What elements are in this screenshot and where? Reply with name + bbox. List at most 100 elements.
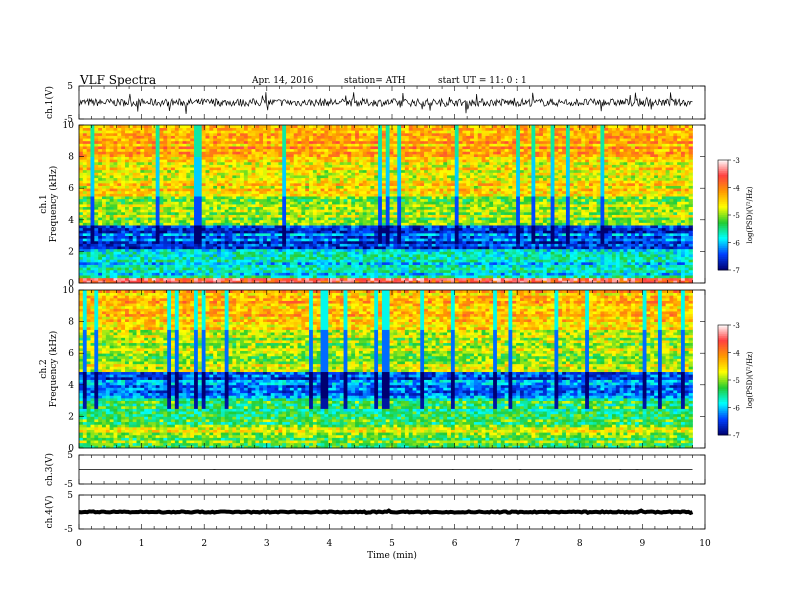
spectrogram-cell [381, 243, 387, 247]
spectrogram-cell [358, 235, 364, 239]
spectrogram-cell [424, 243, 429, 247]
spectrogram-cell [542, 238, 548, 242]
spectrogram-cell [420, 230, 425, 234]
spectrogram-cell [680, 204, 686, 208]
spectrogram-cell [535, 222, 540, 226]
spectrogram-cell [546, 211, 552, 215]
spectrogram-cell [247, 225, 252, 229]
spectrogram-cell [527, 217, 532, 221]
spectrogram-cell [389, 256, 394, 260]
spectrogram-cell [550, 251, 555, 255]
spectrogram-cell [493, 219, 498, 223]
spectrogram-cell [585, 217, 590, 221]
spectrogram-cell [381, 251, 387, 255]
spectrogram-cell [228, 206, 233, 210]
spectrogram-cell [278, 227, 283, 231]
spectrogram-cell [263, 267, 268, 271]
spectrogram-cell [531, 256, 536, 260]
spectrogram-cell [301, 261, 306, 265]
spectrogram-cell [431, 206, 436, 210]
spectrogram-cell [600, 264, 605, 268]
spectrogram-cell [611, 240, 617, 244]
spectrogram-cell [435, 232, 440, 236]
spectrogram-cell [125, 259, 130, 263]
spectrogram-cell [282, 204, 287, 208]
spectrogram-cell [159, 227, 164, 231]
spectrogram-cell [523, 204, 528, 208]
spectrogram-cell [562, 211, 567, 215]
spectrogram-cell [98, 275, 103, 279]
spectrogram-cell [466, 243, 471, 247]
spectrogram-cell [554, 243, 559, 247]
spectrogram-cell [186, 280, 191, 284]
spectrogram-cell [516, 238, 521, 242]
spectrogram-cell [562, 227, 567, 231]
spectrogram-cell [631, 206, 636, 210]
spectrogram-cell [661, 277, 667, 281]
spectrogram-cell [263, 217, 268, 221]
spectrogram-cell [140, 243, 145, 247]
spectrogram-cell [121, 201, 126, 205]
spectrogram-cell [585, 259, 590, 263]
spectrogram-cell [431, 272, 436, 276]
spectrogram-cell [98, 272, 103, 276]
spectrogram-cell [259, 275, 264, 279]
spectrogram-cell [665, 214, 670, 218]
spectrogram-cell [684, 225, 690, 229]
spectrogram-cell [374, 240, 379, 244]
spectrogram-cell [608, 225, 613, 229]
spectrogram-cell [355, 243, 360, 247]
spectrogram-cell [393, 277, 398, 281]
spectrogram-cell [374, 232, 379, 236]
spectrogram-cell [473, 230, 479, 234]
spectrogram-cell [301, 275, 306, 279]
spectrogram-cell [481, 280, 486, 284]
spectrogram-cell [458, 230, 463, 234]
spectrogram-cell [213, 219, 218, 223]
spectrogram-cell [489, 259, 494, 263]
spectrogram-cell [190, 222, 195, 226]
spectrogram-cell [393, 259, 398, 263]
spectrogram-cell [209, 201, 214, 205]
spectrogram-cell [454, 230, 459, 234]
spectrogram-cell [508, 238, 513, 242]
spectrogram-cell [355, 219, 360, 223]
spectrogram-cell [209, 251, 214, 255]
spectrogram-cell [516, 254, 521, 258]
y-tick-label: 5 [67, 82, 73, 92]
spectrogram-cell [611, 222, 617, 226]
spectrogram-cell [592, 261, 598, 265]
spectrogram-cell [665, 227, 670, 231]
spectrogram-cell [316, 277, 321, 281]
spectrogram-cell [508, 277, 513, 281]
spectrogram-cell [458, 267, 463, 271]
spectrogram-cell [220, 206, 226, 210]
spectrogram-cell [309, 206, 314, 210]
spectrogram-cell [657, 238, 663, 242]
spectrogram-cell [470, 254, 475, 258]
spectrogram-cell [531, 272, 536, 276]
spectrogram-cell [550, 264, 555, 268]
spectrogram-cell [209, 238, 214, 242]
spectrogram-cell [167, 211, 172, 215]
spectrogram-cell [638, 222, 644, 226]
spectrogram-cell [496, 204, 502, 208]
spectrogram-cell [178, 254, 183, 258]
spectrogram-cell [159, 235, 164, 239]
spectrogram-cell [627, 256, 632, 260]
spectrogram-cell [220, 259, 226, 263]
spectrogram-cell [358, 264, 364, 268]
spectrogram-cell [427, 222, 433, 226]
spectrogram-cell [270, 204, 275, 208]
spectrogram-cell [121, 277, 126, 281]
spectrogram-cell [623, 211, 628, 215]
spectrogram-cell [86, 219, 91, 223]
spectrogram-cell [397, 256, 402, 260]
spectrogram-cell [82, 227, 88, 231]
spectrogram-cell [201, 280, 206, 284]
spectrogram-cell [297, 206, 302, 210]
spectrogram-cell [144, 269, 149, 273]
spectrogram-cell [309, 243, 314, 247]
spectrogram-cell [320, 201, 325, 205]
spectrogram-cell [217, 238, 222, 242]
